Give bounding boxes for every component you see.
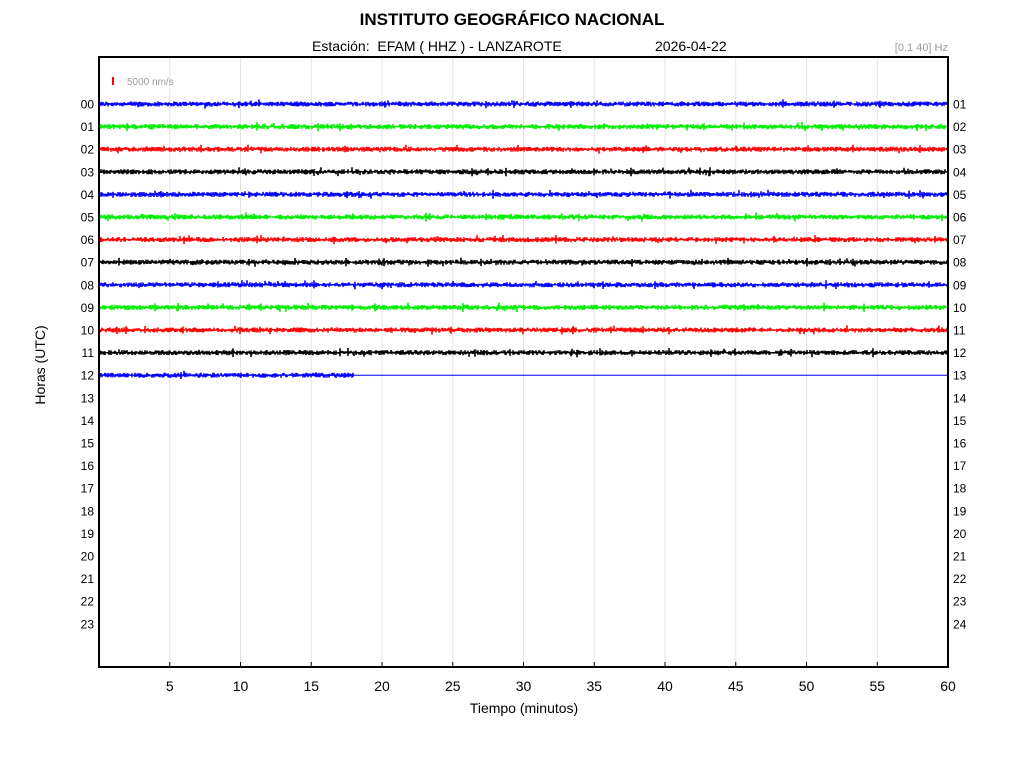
hour-label-left: 17 bbox=[81, 482, 95, 496]
hour-label-left: 10 bbox=[81, 324, 95, 338]
x-tick-label: 45 bbox=[728, 678, 744, 694]
hour-label-right: 01 bbox=[953, 98, 967, 112]
hour-label-left: 12 bbox=[81, 369, 95, 383]
hour-label-right: 04 bbox=[953, 165, 967, 179]
hour-label-left: 01 bbox=[81, 120, 95, 134]
filter-band-label: [0.1 40] Hz bbox=[894, 42, 948, 54]
plot-frame bbox=[98, 56, 949, 668]
hour-label-left: 21 bbox=[81, 572, 95, 586]
hour-label-left: 11 bbox=[82, 346, 95, 360]
hour-label-right: 05 bbox=[953, 188, 967, 202]
scale-bar-mark bbox=[112, 77, 114, 85]
x-tick-label: 20 bbox=[374, 678, 390, 694]
hour-label-right: 21 bbox=[953, 550, 967, 564]
hour-label-left: 00 bbox=[81, 98, 95, 112]
hour-label-right: 23 bbox=[953, 595, 967, 609]
hour-label-left: 07 bbox=[81, 256, 95, 270]
hour-label-right: 14 bbox=[953, 391, 967, 405]
hour-label-left: 19 bbox=[81, 527, 95, 541]
hour-label-left: 14 bbox=[81, 414, 95, 428]
hour-label-right: 24 bbox=[953, 617, 967, 631]
hour-label-right: 20 bbox=[953, 527, 967, 541]
x-tick-label: 50 bbox=[799, 678, 815, 694]
x-tick-label: 35 bbox=[586, 678, 602, 694]
hour-label-left: 08 bbox=[81, 278, 95, 292]
hour-label-left: 06 bbox=[81, 233, 95, 247]
hour-label-right: 22 bbox=[953, 572, 967, 586]
x-tick-label: 40 bbox=[657, 678, 673, 694]
hour-label-right: 17 bbox=[953, 459, 967, 473]
hour-label-right: 03 bbox=[953, 143, 967, 157]
hour-label-right: 02 bbox=[953, 120, 967, 134]
x-tick-label: 15 bbox=[303, 678, 319, 694]
date-label: 2026-04-22 bbox=[655, 38, 727, 54]
hour-label-right: 12 bbox=[953, 346, 967, 360]
x-tick-label: 25 bbox=[445, 678, 461, 694]
hour-label-right: 09 bbox=[953, 278, 967, 292]
x-tick-label: 10 bbox=[233, 678, 249, 694]
x-tick-label: 5 bbox=[166, 678, 174, 694]
hour-label-right: 16 bbox=[953, 437, 967, 451]
hour-label-right: 15 bbox=[953, 414, 967, 428]
y-axis-label: Horas (UTC) bbox=[32, 325, 48, 405]
hour-label-right: 10 bbox=[953, 301, 967, 315]
hour-label-right: 13 bbox=[953, 369, 967, 383]
chart-title: INSTITUTO GEOGRÁFICO NACIONAL bbox=[359, 10, 665, 29]
hour-label-left: 05 bbox=[81, 211, 95, 225]
hour-label-left: 23 bbox=[81, 617, 95, 631]
hour-label-left: 15 bbox=[81, 437, 95, 451]
seismic-traces bbox=[99, 99, 949, 379]
hour-label-left: 09 bbox=[81, 301, 95, 315]
hour-label-left: 04 bbox=[81, 188, 95, 202]
hour-label-right: 07 bbox=[953, 233, 967, 247]
axis-labels: 5 10 15 20 25 30 35 40 45 50 55 60 00 01 02 03 04 05 06 07 0… bbox=[81, 98, 967, 695]
hour-label-left: 18 bbox=[81, 504, 95, 518]
hour-label-right: 06 bbox=[953, 211, 967, 225]
scale-bar: 5000 nm/s bbox=[112, 77, 174, 88]
x-axis-label: Tiempo (minutos) bbox=[469, 700, 579, 716]
hour-label-left: 03 bbox=[81, 165, 95, 179]
x-tick-label: 30 bbox=[516, 678, 532, 694]
hour-label-right: 18 bbox=[953, 482, 967, 496]
x-tick-label: 60 bbox=[940, 678, 956, 694]
scale-bar-label: 5000 nm/s bbox=[127, 77, 174, 88]
hour-label-right: 11 bbox=[953, 324, 966, 338]
hour-label-left: 20 bbox=[81, 550, 95, 564]
hour-label-left: 16 bbox=[81, 459, 95, 473]
hour-label-left: 02 bbox=[81, 143, 95, 157]
hour-label-right: 08 bbox=[953, 256, 967, 270]
x-tick-label: 55 bbox=[869, 678, 885, 694]
hour-label-right: 19 bbox=[953, 504, 967, 518]
hour-label-left: 22 bbox=[81, 595, 95, 609]
station-label: Estación: EFAM ( HHZ ) - LANZAROTE bbox=[312, 38, 562, 54]
hour-label-left: 13 bbox=[81, 391, 95, 405]
grid-lines bbox=[169, 57, 878, 667]
